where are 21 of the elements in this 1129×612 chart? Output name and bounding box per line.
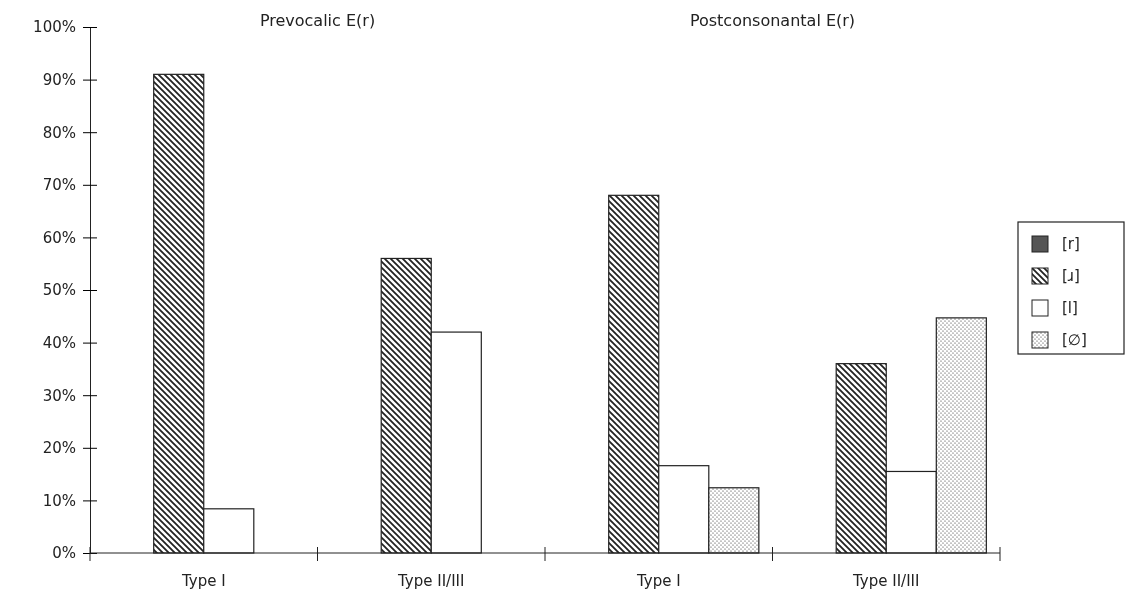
y-tick-label: 100% bbox=[33, 18, 76, 37]
x-tick-label: Type II/III bbox=[397, 571, 465, 590]
legend-label: [∅] bbox=[1062, 331, 1087, 349]
y-tick-label: 90% bbox=[42, 70, 76, 89]
y-tick-label: 10% bbox=[42, 491, 76, 510]
legend-label: [r] bbox=[1062, 235, 1080, 253]
y-tick-label: 80% bbox=[42, 123, 76, 142]
y-tick-label: 40% bbox=[42, 333, 76, 352]
y-tick-label: 50% bbox=[42, 281, 76, 300]
annotation: Postconsonantal E(r) bbox=[689, 11, 856, 30]
x-tick-label: Type I bbox=[180, 571, 226, 590]
legend-label: [ɹ] bbox=[1062, 267, 1080, 285]
y-tick-label: 0% bbox=[52, 544, 76, 563]
x-tick-label: Type II/III bbox=[852, 571, 920, 590]
y-tick-label: 30% bbox=[42, 386, 76, 405]
annotation: Prevocalic E(r) bbox=[259, 11, 376, 30]
y-tick-label: 20% bbox=[42, 439, 76, 458]
y-tick-label: 70% bbox=[42, 176, 76, 195]
y-tick-label: 60% bbox=[42, 228, 76, 247]
legend-label: [l] bbox=[1062, 299, 1078, 317]
x-tick-label: Type I bbox=[635, 571, 681, 590]
